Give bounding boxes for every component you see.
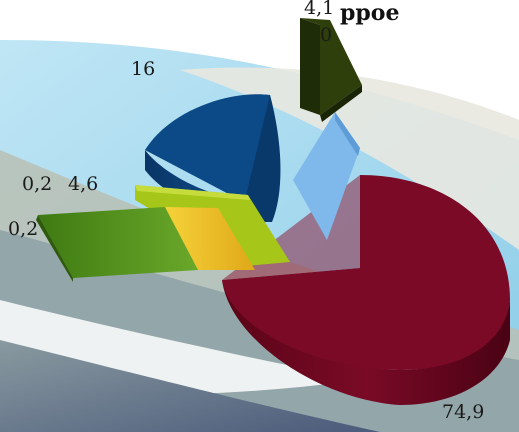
- label-4-6: 4,6: [68, 173, 98, 195]
- label-74-9: 74,9: [442, 401, 484, 423]
- label-16: 16: [131, 58, 155, 80]
- label-0-2-lower: 0,2: [8, 218, 38, 240]
- slice-0: [300, 18, 362, 122]
- page-title-fragment: ppoe: [340, 0, 399, 26]
- label-4-1: 4,1: [304, 0, 334, 19]
- label-0-2-upper: 0,2: [22, 173, 52, 195]
- slice-4-1: [293, 112, 360, 240]
- slice-0-2-lower: [36, 207, 198, 282]
- label-0: 0: [320, 24, 332, 46]
